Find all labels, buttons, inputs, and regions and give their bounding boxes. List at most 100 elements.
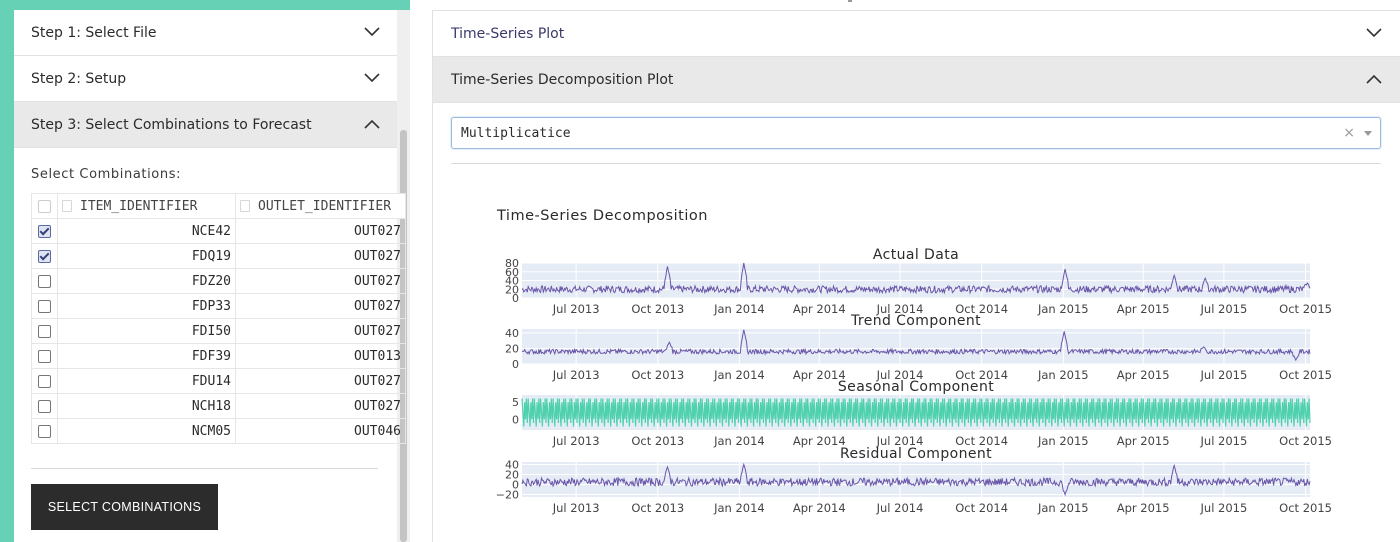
row-checkbox[interactable]	[38, 399, 51, 413]
x-tick-label: Oct 2015	[1279, 302, 1332, 316]
trash-icon[interactable]	[62, 200, 72, 212]
x-tick-label: Jul 2014	[876, 501, 924, 515]
row-checkbox[interactable]	[38, 274, 51, 288]
series-line	[521, 462, 1311, 497]
series-line	[521, 329, 1311, 362]
column-header-item[interactable]: ITEM_IDENTIFIER	[57, 193, 236, 219]
item-identifier-cell: NCM05	[57, 418, 236, 444]
x-tick-label: Oct 2013	[631, 434, 684, 448]
table-row[interactable]: FDF39 OUT013	[31, 343, 406, 369]
row-checkbox[interactable]	[38, 349, 51, 363]
x-tick-label: Jul 2015	[1200, 434, 1248, 448]
table-row[interactable]: FDU14 OUT027	[31, 368, 406, 394]
y-tick-label: 40	[505, 459, 519, 472]
clear-icon[interactable]: ×	[1343, 125, 1355, 141]
x-tick-label: Oct 2015	[1279, 434, 1332, 448]
table-row[interactable]: FDQ19 OUT027	[31, 243, 406, 269]
subplot-title: Trend Component	[850, 313, 981, 329]
row-checkbox[interactable]	[38, 374, 51, 388]
step2-label: Step 2: Setup	[31, 70, 127, 87]
table-row[interactable]: NCM05 OUT046	[31, 418, 406, 444]
y-tick-label: 40	[505, 275, 519, 288]
series-line	[521, 398, 1311, 427]
x-tick-label: Jul 2015	[1200, 302, 1248, 316]
row-checkbox[interactable]	[38, 224, 51, 238]
outlet-identifier-cell: OUT027	[235, 243, 406, 269]
outlet-identifier-cell: OUT027	[235, 393, 406, 419]
item-identifier-cell: FDZ20	[57, 268, 236, 294]
y-tick-label: −20	[496, 489, 519, 502]
row-checkbox-cell[interactable]	[31, 343, 58, 369]
trash-icon[interactable]	[240, 200, 250, 212]
x-tick-label: Apr 2015	[1117, 501, 1170, 515]
table-row[interactable]: FDZ20 OUT027	[31, 268, 406, 294]
row-checkbox[interactable]	[38, 299, 51, 313]
step1-label: Step 1: Select File	[31, 24, 157, 41]
y-tick-label: 0	[512, 479, 519, 492]
outlet-identifier-cell: OUT027	[235, 318, 406, 344]
x-tick-label: Oct 2013	[631, 368, 684, 382]
row-checkbox-cell[interactable]	[31, 293, 58, 319]
outlet-identifier-cell: OUT027	[235, 368, 406, 394]
x-tick-label: Jan 2014	[713, 368, 765, 382]
x-tick-label: Jan 2015	[1037, 368, 1089, 382]
decomposition-type-dropdown[interactable]: Multiplicatice ×	[451, 117, 1381, 149]
row-checkbox[interactable]	[38, 424, 51, 438]
x-tick-label: Jul 2013	[552, 434, 600, 448]
select-combinations-button[interactable]: SELECT COMBINATIONS	[31, 484, 218, 530]
y-tick-label: 0	[512, 358, 519, 371]
row-checkbox-cell[interactable]	[31, 418, 58, 444]
y-tick-label: 0	[512, 414, 519, 427]
y-tick-label: 20	[505, 342, 519, 355]
x-tick-label: Oct 2015	[1279, 501, 1332, 515]
y-tick-label: 80	[505, 257, 519, 270]
caret-down-icon[interactable]	[1364, 131, 1372, 136]
time-series-plot-header[interactable]: Time-Series Plot	[433, 11, 1400, 57]
x-tick-label: Jul 2014	[876, 434, 924, 448]
table-row[interactable]: FDP33 OUT027	[31, 293, 406, 319]
series-line	[521, 262, 1311, 295]
table-row[interactable]: FDI50 OUT027	[31, 318, 406, 344]
subplot-title: Seasonal Component	[838, 379, 994, 395]
row-checkbox-cell[interactable]	[31, 218, 58, 244]
x-tick-label: Oct 2014	[955, 302, 1008, 316]
row-checkbox-cell[interactable]	[31, 268, 58, 294]
x-tick-label: Jan 2015	[1037, 434, 1089, 448]
x-tick-label: Jan 2015	[1037, 501, 1089, 515]
combinations-table: ITEM_IDENTIFIER OUTLET_IDENTIFIER NCE42 O…	[31, 193, 406, 444]
x-tick-label: Oct 2014	[955, 501, 1008, 515]
decomposition-plot-header[interactable]: Time-Series Decomposition Plot	[433, 57, 1400, 103]
subplot-title: Residual Component	[840, 446, 992, 462]
decomposition-chart: Time-Series Decomposition 806040200Actua…	[496, 208, 1332, 515]
row-checkbox-cell[interactable]	[31, 368, 58, 394]
item-identifier-cell: FDF39	[57, 343, 236, 369]
outlet-identifier-cell: OUT027	[235, 293, 406, 319]
row-checkbox-cell[interactable]	[31, 243, 58, 269]
row-checkbox[interactable]	[38, 249, 51, 263]
row-checkbox-cell[interactable]	[31, 318, 58, 344]
column-header-outlet[interactable]: OUTLET_IDENTIFIER	[235, 193, 406, 219]
step1-header[interactable]: Step 1: Select File	[14, 10, 397, 56]
subplot-background	[522, 329, 1310, 364]
outlet-identifier-cell: OUT046	[235, 418, 406, 444]
table-row[interactable]: NCE42 OUT027	[31, 218, 406, 244]
x-tick-label: Jul 2013	[552, 302, 600, 316]
step3-header[interactable]: Step 3: Select Combinations to Forecast	[14, 102, 397, 148]
row-checkbox-cell[interactable]	[31, 393, 58, 419]
divider	[451, 163, 1381, 164]
select-all-checkbox[interactable]	[38, 199, 51, 213]
x-tick-label: Jan 2014	[713, 501, 765, 515]
item-identifier-cell: FDI50	[57, 318, 236, 344]
x-tick-label: Jan 2015	[1037, 302, 1089, 316]
y-tick-label: 40	[505, 327, 519, 340]
step2-header[interactable]: Step 2: Setup	[14, 56, 397, 102]
table-row[interactable]: NCH18 OUT027	[31, 393, 406, 419]
x-tick-label: Jan 2014	[713, 302, 765, 316]
subplot-title: Actual Data	[873, 247, 959, 263]
x-tick-label: Jul 2014	[876, 302, 924, 316]
x-tick-label: Oct 2013	[631, 501, 684, 515]
x-tick-label: Apr 2015	[1117, 434, 1170, 448]
item-identifier-cell: FDQ19	[57, 243, 236, 269]
step3-label: Step 3: Select Combinations to Forecast	[31, 116, 312, 133]
row-checkbox[interactable]	[38, 324, 51, 338]
